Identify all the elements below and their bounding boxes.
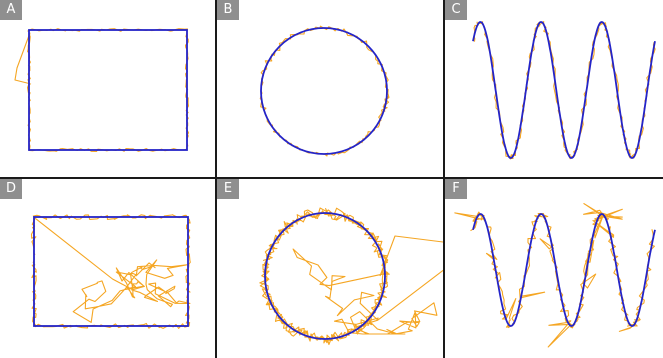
panel-d-rectangle: D xyxy=(0,179,215,358)
panel-f-sine: F xyxy=(445,179,663,358)
panel-b-circle: B xyxy=(217,0,443,177)
panel-d-label: D xyxy=(0,179,22,199)
panel-f-reference-shape xyxy=(472,213,656,327)
panel-c-label: C xyxy=(445,0,467,20)
panel-a-reference-shape xyxy=(28,29,188,151)
panel-d-plot xyxy=(30,214,191,329)
panel-c-sine: C xyxy=(445,0,663,177)
panel-c-reference-shape xyxy=(472,21,656,159)
vertical-divider-right xyxy=(443,0,445,358)
panel-a-label: A xyxy=(0,0,22,20)
panel-f-trace-path xyxy=(454,203,655,348)
panel-b-plot xyxy=(259,25,390,157)
panel-e-circle: E xyxy=(217,179,443,358)
panel-e-label: E xyxy=(217,179,239,199)
vertical-divider-left xyxy=(215,0,217,358)
panel-e-plot xyxy=(259,207,443,346)
panel-c-plot xyxy=(472,20,656,160)
panel-d-reference-shape xyxy=(33,216,189,327)
horizontal-divider xyxy=(0,177,663,179)
panel-a-rectangle: A xyxy=(0,0,215,177)
panel-f-plot xyxy=(454,203,656,348)
panel-e-trace-path xyxy=(259,207,443,346)
panel-b-reference-shape xyxy=(260,27,388,155)
panel-e-reference-shape xyxy=(264,212,386,340)
panel-d-trace-path xyxy=(30,214,191,329)
panel-f-label: F xyxy=(445,179,467,199)
panel-a-trace-path xyxy=(14,28,190,152)
panel-b-label: B xyxy=(217,0,239,20)
panel-a-plot xyxy=(14,28,190,152)
